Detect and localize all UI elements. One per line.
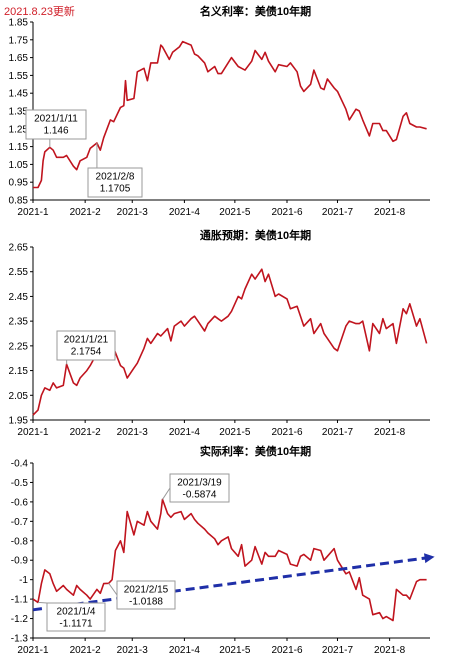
- y-tick-label: -1: [19, 575, 28, 586]
- x-tick-label: 2021-6: [271, 207, 303, 218]
- y-tick-label: -1.1: [11, 595, 29, 606]
- y-tick-label: 1.85: [9, 18, 29, 29]
- y-tick-label: 1.75: [9, 35, 29, 46]
- callout-date: 2021/2/15: [124, 585, 169, 596]
- series-line: [32, 498, 427, 622]
- y-tick-label: 1.05: [9, 160, 29, 171]
- x-tick-label: 2021-7: [322, 427, 354, 438]
- x-tick-label: 2021-4: [169, 427, 201, 438]
- callout-date: 2021/3/19: [177, 478, 222, 489]
- callout-box: [25, 109, 87, 140]
- x-tick-label: 2021-8: [374, 207, 406, 218]
- callout-connector: [38, 601, 48, 604]
- y-tick-label: -1.3: [11, 634, 29, 645]
- callout-value: -0.5874: [183, 490, 217, 501]
- x-tick-label: 2021-8: [374, 427, 406, 438]
- callout-box: [116, 580, 176, 610]
- callout-box: [87, 167, 143, 198]
- y-tick-label: 0.95: [9, 178, 29, 189]
- update-note: 2021.8.23更新: [4, 6, 75, 18]
- y-tick-label: 2.55: [9, 267, 29, 278]
- x-tick-label: 2021-5: [219, 207, 251, 218]
- chart-inflation-expectation: 通胀预期：美债10年期 1.95 2.05 2.15 2.25 2.35 2.45 2.55 2…: [9, 228, 430, 438]
- chart-title: 通胀预期：美债10年期: [200, 228, 311, 242]
- y-tick-label: -1.2: [11, 614, 29, 625]
- callout-date: 2021/1/21: [64, 335, 109, 346]
- y-tick-label: -0.8: [11, 536, 29, 547]
- y-tick-label: 1.25: [9, 124, 29, 135]
- y-tick-label: 2.15: [9, 366, 29, 377]
- callout-connector: [108, 583, 118, 596]
- y-tick-label: 2.35: [9, 317, 29, 328]
- x-tick-label: 2021-1: [17, 645, 49, 656]
- y-tick-label: 2.25: [9, 341, 29, 352]
- x-tick-label: 2021-3: [117, 427, 149, 438]
- y-tick-label: 1.35: [9, 107, 29, 118]
- y-tick-label: 1.15: [9, 142, 29, 153]
- chart-title: 名义利率：美债10年期: [200, 4, 311, 18]
- x-tick-label: 2021-4: [169, 207, 201, 218]
- callout-box: [169, 473, 230, 503]
- y-tick-label: 1.95: [9, 416, 29, 427]
- x-tick-label: 2021-5: [219, 645, 251, 656]
- callout-value: 2.1754: [71, 347, 102, 358]
- x-tick-label: 2021-1: [17, 207, 49, 218]
- callout-connector: [162, 487, 171, 500]
- x-tick-label: 2021-2: [70, 427, 102, 438]
- y-tick-label: 1.65: [9, 53, 29, 64]
- x-tick-label: 2021-6: [271, 645, 303, 656]
- x-tick-label: 2021-3: [117, 645, 149, 656]
- callout-box: [46, 602, 106, 632]
- callout-date: 2021/2/8: [96, 172, 135, 183]
- y-tick-label: -0.4: [11, 459, 29, 470]
- y-tick-label: 2.65: [9, 243, 29, 254]
- chart-nominal-rate: 名义利率：美债10年期 0.85 0.95 1.05 1.15 1.25 1.35 1.45 1…: [9, 4, 430, 218]
- y-tick-label: 1.45: [9, 89, 29, 100]
- chart-title: 实际利率：美债10年期: [200, 444, 311, 458]
- y-tick-label: -0.6: [11, 497, 29, 508]
- x-tick-label: 2021-4: [169, 645, 201, 656]
- series-line: [33, 40, 427, 189]
- callout-value: 1.1705: [100, 184, 131, 195]
- y-tick-label: 2.05: [9, 391, 29, 402]
- x-tick-label: 2021-1: [17, 427, 49, 438]
- x-tick-label: 2021-6: [271, 427, 303, 438]
- y-tick-label: 1.55: [9, 71, 29, 82]
- x-tick-label: 2021-3: [117, 207, 149, 218]
- trend-arrow-head: [424, 553, 435, 564]
- x-tick-label: 2021-5: [219, 427, 251, 438]
- callout-value: -1.1171: [59, 619, 93, 630]
- x-tick-label: 2021-8: [374, 645, 406, 656]
- y-tick-label: 2.45: [9, 292, 29, 303]
- callout-value: -1.0188: [129, 597, 163, 608]
- callout-date: 2021/1/11: [34, 114, 78, 125]
- y-tick-label: -0.5: [11, 478, 29, 489]
- y-tick-label: 0.85: [9, 196, 29, 207]
- callout-date: 2021/1/4: [57, 607, 96, 618]
- x-tick-label: 2021-7: [322, 645, 354, 656]
- callout-value: 1.146: [43, 126, 68, 137]
- y-tick-label: -0.7: [11, 517, 29, 528]
- callout-box: [56, 330, 116, 361]
- x-tick-label: 2021-2: [70, 207, 102, 218]
- x-tick-label: 2021-2: [70, 645, 102, 656]
- chart-real-rate: 实际利率：美债10年期 -1.3 -1.2 -1.1 -1 -0.9 -0.8 -0.7 -0.…: [11, 444, 435, 656]
- y-tick-label: -0.9: [11, 556, 29, 567]
- x-tick-label: 2021-7: [322, 207, 354, 218]
- trend-line: [32, 556, 427, 612]
